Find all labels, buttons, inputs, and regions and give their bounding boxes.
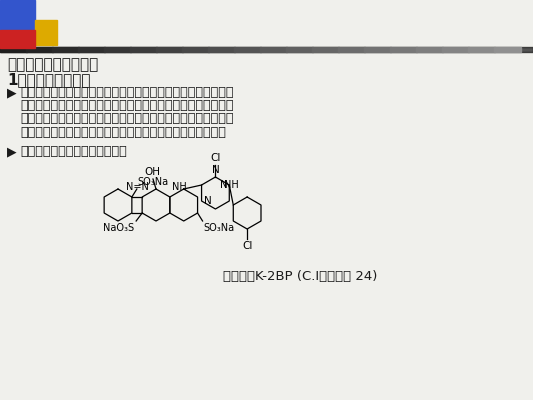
Text: 活性艳红K-2BP (C.I反应性红 24): 活性艳红K-2BP (C.I反应性红 24)	[223, 270, 377, 283]
Bar	[364, 47, 391, 52]
Text: SO₃Na: SO₃Na	[204, 223, 235, 233]
Text: N: N	[220, 180, 227, 190]
Bar	[104, 47, 131, 52]
Text: 无盐染色要求，常通过增大母体结构及分子量，提高母体结构的: 无盐染色要求，常通过增大母体结构及分子量，提高母体结构的	[20, 112, 233, 126]
Text: 列。近年来为改善这类染料的直接性，提高固色率，满足低盐或: 列。近年来为改善这类染料的直接性，提高固色率，满足低盐或	[20, 99, 233, 112]
Bar	[0, 0, 35, 30]
Bar	[52, 47, 79, 52]
Bar	[468, 47, 495, 52]
Bar	[442, 47, 469, 52]
Bar	[208, 47, 235, 52]
Bar	[156, 47, 183, 52]
Bar	[390, 47, 417, 52]
Text: ▶: ▶	[7, 145, 17, 158]
Text: 活性染料的母体结构：: 活性染料的母体结构：	[7, 57, 98, 72]
Text: SO₃Na: SO₃Na	[138, 177, 169, 187]
Text: 1、偶氮类活性染料: 1、偶氮类活性染料	[7, 72, 91, 87]
Bar	[0, 47, 27, 52]
Bar	[494, 47, 521, 52]
Bar	[0, 47, 533, 52]
Text: NH: NH	[224, 180, 239, 190]
Bar	[182, 47, 209, 52]
Bar	[78, 47, 105, 52]
Bar	[35, 20, 57, 45]
Bar	[26, 47, 53, 52]
Text: NH: NH	[172, 182, 187, 192]
Bar	[234, 47, 261, 52]
Text: NaO₃S: NaO₃S	[103, 223, 134, 233]
Text: N=N: N=N	[126, 182, 148, 192]
Bar	[260, 47, 287, 52]
Text: OH: OH	[144, 167, 160, 177]
Bar	[416, 47, 443, 52]
Bar	[130, 47, 157, 52]
Text: ▶: ▶	[7, 86, 17, 99]
Bar	[312, 47, 339, 52]
Text: Cl: Cl	[210, 153, 221, 163]
Text: N: N	[212, 165, 219, 175]
Text: N: N	[204, 196, 211, 206]
Text: 共平面性，以及增加与纤维形成氢键的基团数等来达到目的。: 共平面性，以及增加与纤维形成氢键的基团数等来达到目的。	[20, 126, 226, 139]
Text: Cl: Cl	[242, 241, 252, 251]
Bar	[0, 30, 35, 48]
Bar	[338, 47, 365, 52]
Bar	[286, 47, 313, 52]
Text: 单偶氮结构为主：黄、橙、红色: 单偶氮结构为主：黄、橙、红色	[20, 145, 127, 158]
Text: 偶氮活性染料多以单偶氮结构为主，尤其是红、黄、橙等浅色系: 偶氮活性染料多以单偶氮结构为主，尤其是红、黄、橙等浅色系	[20, 86, 233, 99]
